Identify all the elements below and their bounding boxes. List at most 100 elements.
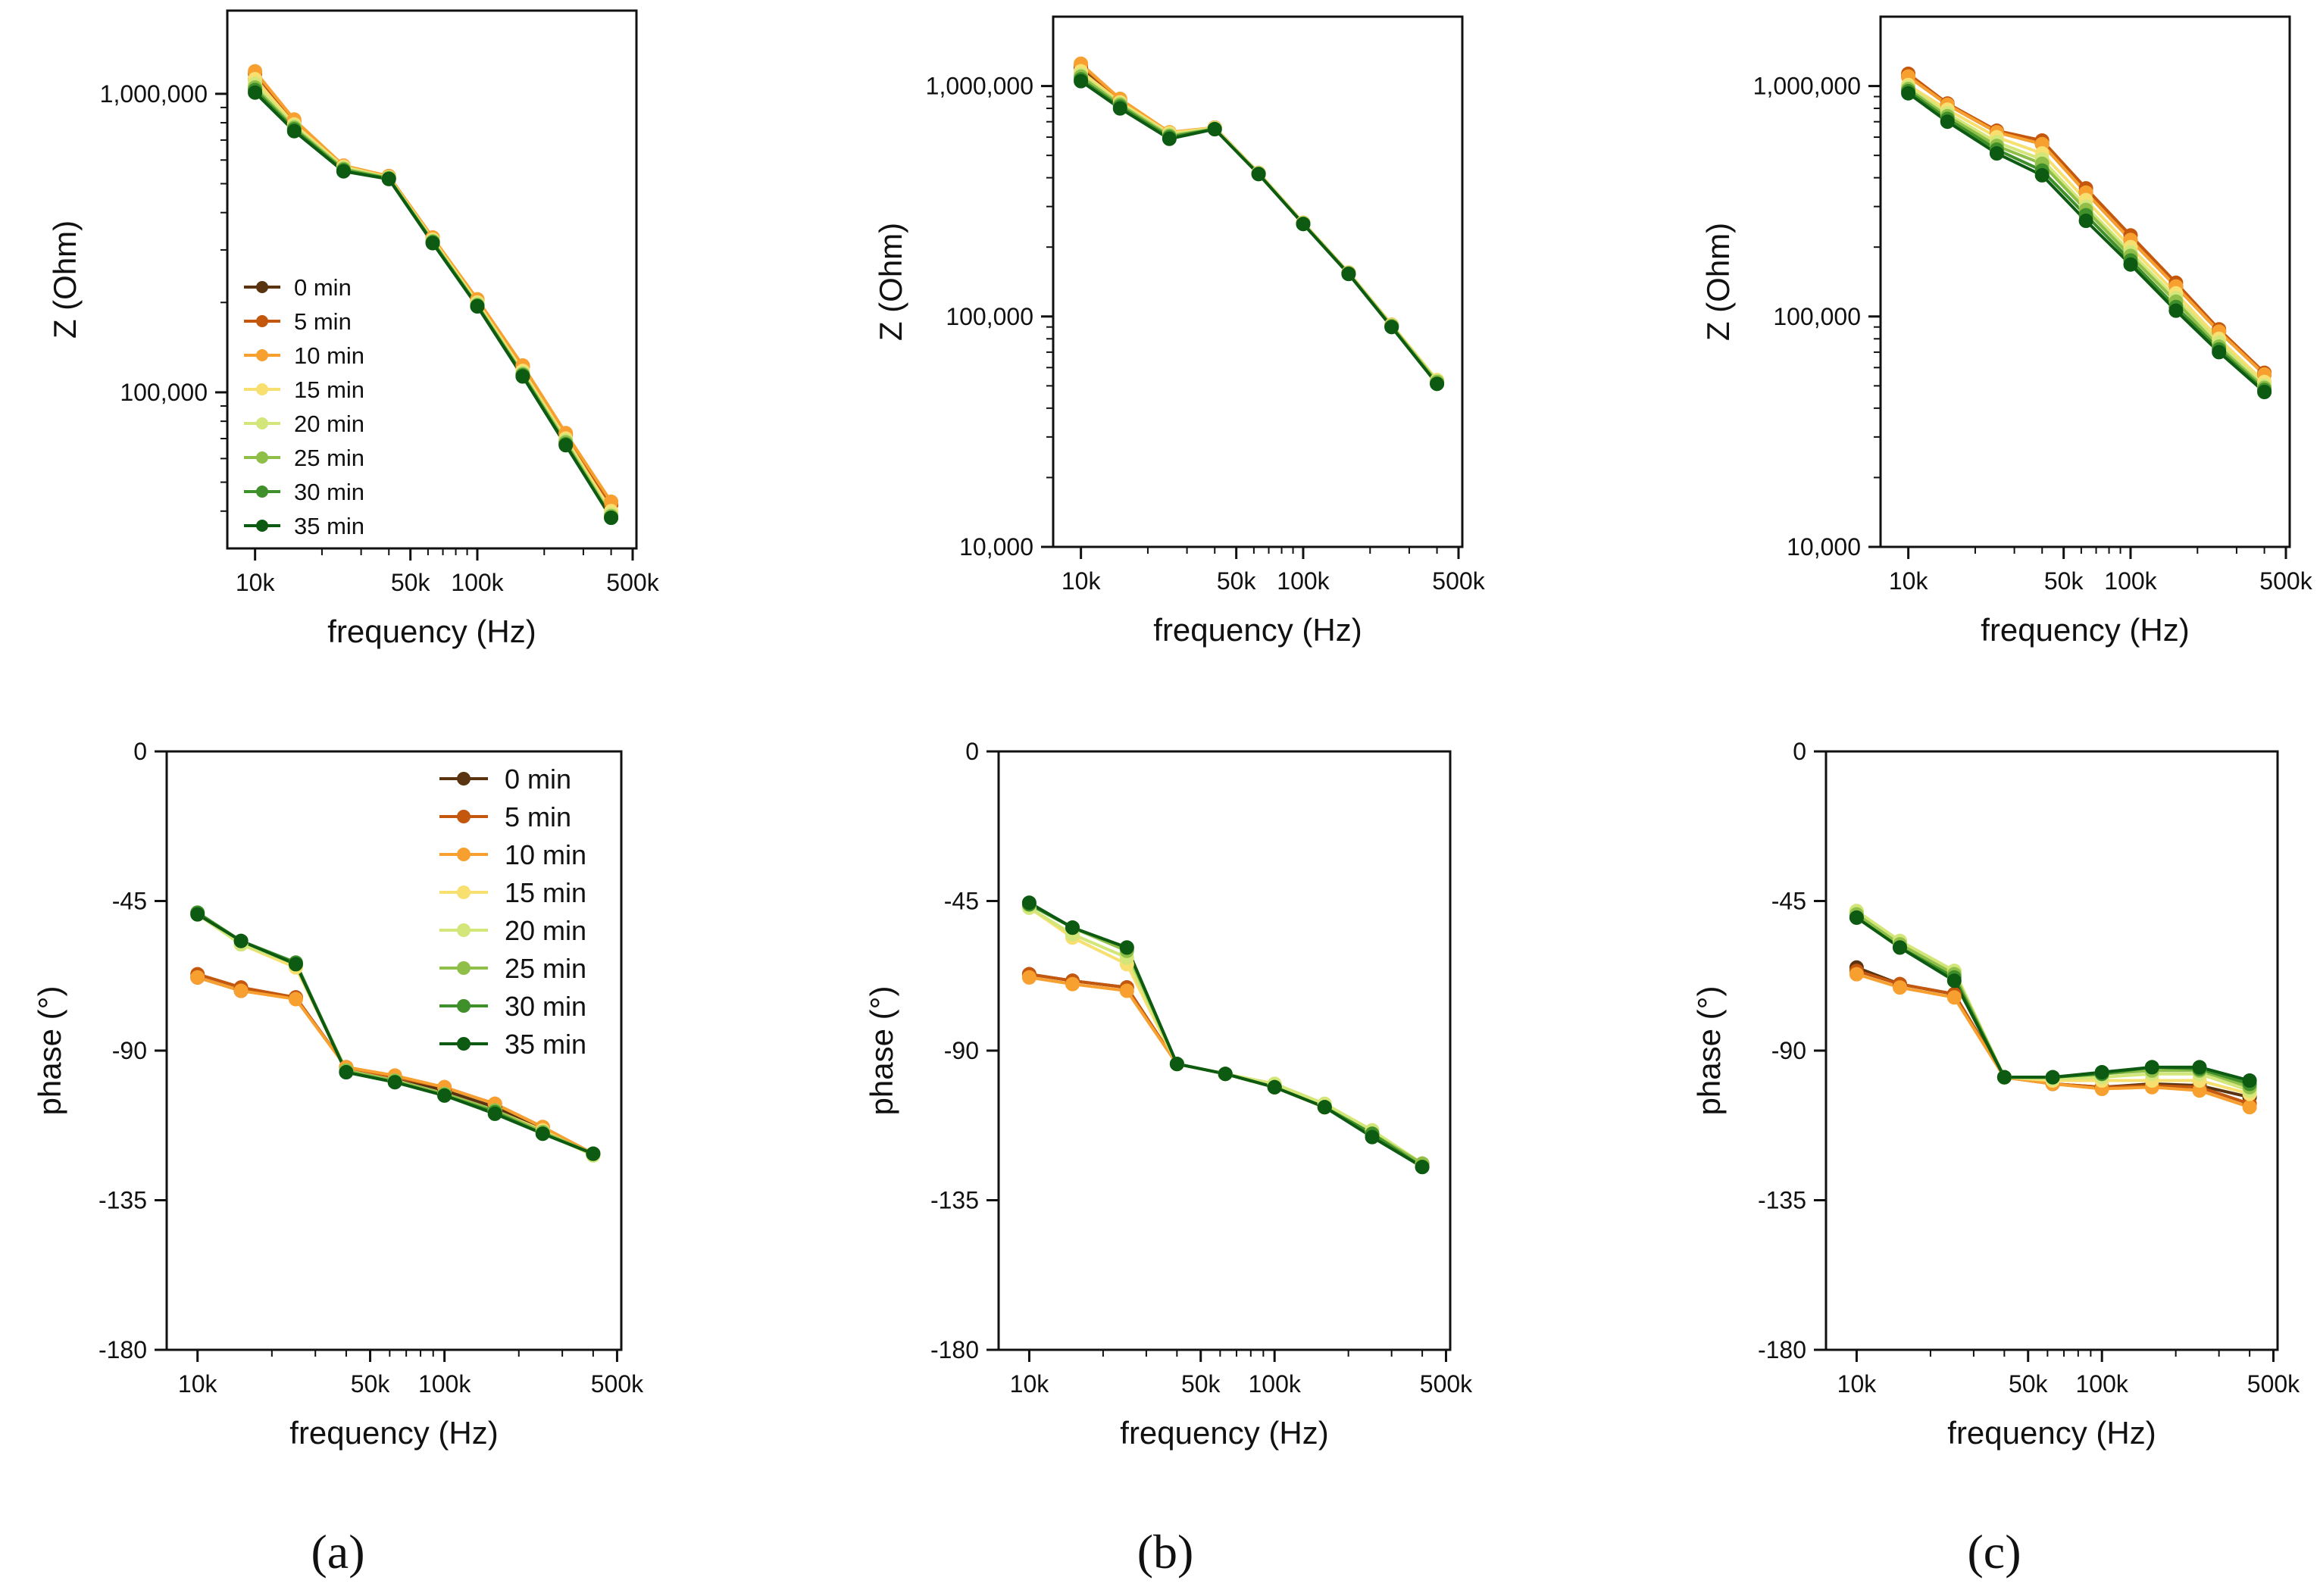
y-tick-label: -180 <box>98 1336 147 1363</box>
x-tick-label: 500k <box>1432 567 1485 595</box>
data-point <box>1162 131 1177 146</box>
data-point <box>1296 217 1311 232</box>
x-tick-label: 500k <box>606 569 659 596</box>
data-point <box>1119 940 1134 955</box>
data-point <box>2257 385 2272 399</box>
data-point <box>2242 1100 2257 1115</box>
chart-a-top: 10k 50k 100k 500k 100,000 1,000,000 frequency … <box>47 9 660 649</box>
panel-label-a: (a) <box>311 1525 364 1579</box>
legend-marker <box>457 999 471 1013</box>
data-point <box>233 983 249 998</box>
chart-b-bottom: 10k 50k 100k 500k 0 -45 -90 -135 -180 frequency (… <box>864 738 1473 1451</box>
data-point <box>248 85 263 100</box>
y-tick-label: -45 <box>1771 888 1806 915</box>
x-tick-label: 100k <box>1277 567 1330 595</box>
data-point <box>2192 1060 2207 1075</box>
legend-label: 15 min <box>294 376 364 403</box>
y-tick-label: -180 <box>930 1336 979 1363</box>
data-point <box>1112 101 1127 116</box>
charts-layer: 10k 50k 100k 500k 100,000 1,000,000 frequency … <box>32 9 2313 1451</box>
y-tick-label: 100,000 <box>946 303 1033 330</box>
y-axis-label: phase (°) <box>864 986 899 1116</box>
data-point <box>387 1075 402 1090</box>
legend-marker <box>256 417 268 429</box>
data-point <box>2078 214 2093 228</box>
legend-label: 5 min <box>505 801 571 832</box>
data-point <box>604 511 619 525</box>
x-tick-label: 50k <box>351 1370 391 1398</box>
data-point <box>1946 973 1962 989</box>
data-point <box>1365 1129 1380 1145</box>
x-tick-label: 50k <box>391 569 431 596</box>
y-tick-label: 1,000,000 <box>100 80 208 108</box>
data-point <box>1946 990 1962 1005</box>
data-point <box>288 957 303 972</box>
y-axis-label: Z (Ohm) <box>47 220 83 339</box>
y-tick-label: 10,000 <box>959 533 1033 561</box>
panel-label-b: (b) <box>1137 1525 1194 1579</box>
data-point <box>535 1126 550 1142</box>
data-point <box>2212 345 2227 360</box>
legend-marker <box>457 810 471 823</box>
x-tick-label: 500k <box>591 1370 644 1398</box>
y-tick-label: -180 <box>1758 1336 1806 1363</box>
legend-marker <box>457 923 471 937</box>
data-point <box>2123 257 2138 272</box>
data-point <box>1940 114 1955 130</box>
panel-label-c: (c) <box>1967 1525 2021 1579</box>
data-point <box>1849 967 1864 982</box>
legend-label: 15 min <box>505 877 586 908</box>
x-tick-label: 100k <box>451 569 504 596</box>
x-axis-label: frequency (Hz) <box>289 1415 498 1451</box>
data-point <box>1384 320 1399 335</box>
x-tick-label: 10k <box>1010 1370 1050 1398</box>
legend-marker <box>256 520 268 532</box>
data-point <box>2045 1070 2060 1085</box>
legend-label: 30 min <box>294 479 364 505</box>
legend-label: 10 min <box>294 342 364 369</box>
plot-frame <box>1879 15 2291 548</box>
y-tick-label: -45 <box>112 888 147 915</box>
x-tick-label: 50k <box>1217 567 1257 595</box>
x-axis-label: frequency (Hz) <box>1947 1415 2156 1451</box>
legend-marker <box>457 848 471 861</box>
legend-marker <box>256 486 268 498</box>
y-tick-label: 100,000 <box>120 379 208 406</box>
legend-marker <box>457 961 471 975</box>
legend-marker <box>256 383 268 395</box>
data-point <box>381 171 396 186</box>
y-tick-label: -90 <box>112 1037 147 1064</box>
x-tick-label: 10k <box>1889 567 1929 595</box>
data-point <box>2168 303 2184 318</box>
legend-label: 35 min <box>294 513 364 539</box>
data-point <box>1849 910 1864 925</box>
x-tick-label: 100k <box>1249 1370 1302 1398</box>
y-axis-label: Z (Ohm) <box>1700 223 1736 341</box>
plot-frame <box>1052 15 1464 548</box>
legend-marker <box>256 315 268 327</box>
data-point <box>558 438 574 453</box>
y-tick-label: -90 <box>1771 1037 1806 1064</box>
x-axis-label: frequency (Hz) <box>327 614 536 649</box>
x-tick-label: 10k <box>1837 1370 1878 1398</box>
data-point <box>2094 1065 2109 1079</box>
chart-b-top: 10k 50k 100k 500k 10,000 100,000 1,000,000 freq… <box>873 15 1486 648</box>
y-tick-label: -90 <box>944 1037 979 1064</box>
data-point <box>1996 1070 2012 1085</box>
x-tick-label: 10k <box>178 1370 218 1398</box>
data-point <box>1021 895 1036 910</box>
x-axis-label: frequency (Hz) <box>1120 1415 1328 1451</box>
y-tick-label: -135 <box>1758 1187 1806 1214</box>
y-axis-label: phase (°) <box>1691 986 1727 1116</box>
data-point <box>1893 940 1907 955</box>
y-tick-label: -135 <box>98 1187 147 1214</box>
y-tick-label: 1,000,000 <box>926 73 1033 100</box>
data-point <box>425 236 440 251</box>
y-tick-label: 0 <box>965 738 979 765</box>
y-tick-label: 100,000 <box>1773 303 1861 330</box>
data-point <box>1119 983 1134 998</box>
x-tick-label: 10k <box>236 569 276 596</box>
data-point <box>233 933 249 948</box>
y-tick-label: 1,000,000 <box>1753 73 1861 100</box>
